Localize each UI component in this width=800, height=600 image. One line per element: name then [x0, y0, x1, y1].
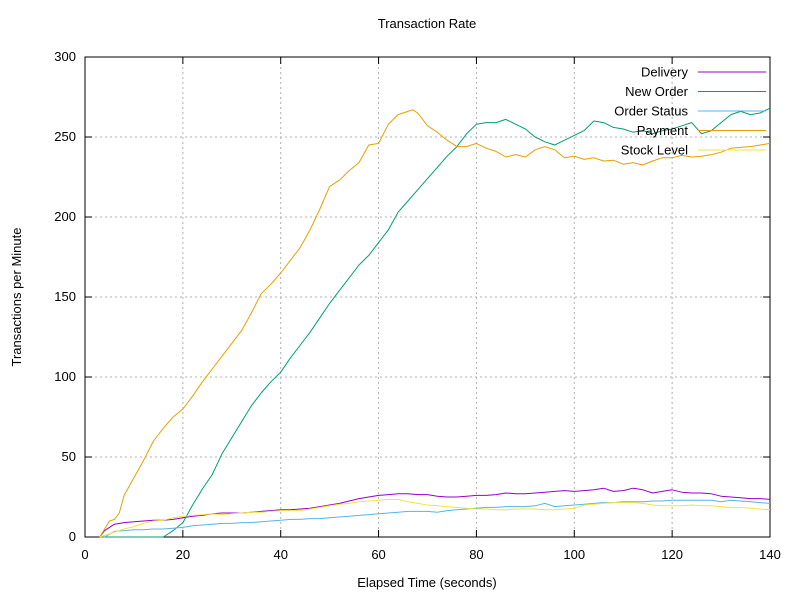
- chart-title: Transaction Rate: [378, 16, 477, 31]
- legend-label-order-status: Order Status: [614, 104, 688, 119]
- y-tick-label: 0: [69, 529, 76, 544]
- legend-label-payment: Payment: [637, 123, 689, 138]
- x-axis-label: Elapsed Time (seconds): [357, 575, 496, 590]
- series-line-new-order: [99, 107, 771, 538]
- x-tick-label: 100: [563, 547, 585, 562]
- series-line-order-status: [104, 499, 771, 538]
- x-tick-label: 80: [469, 547, 483, 562]
- legend-label-new-order: New Order: [625, 84, 689, 99]
- plot-border: [84, 56, 771, 538]
- legend-label-delivery: Delivery: [641, 65, 688, 80]
- x-tick-label: 40: [273, 547, 287, 562]
- x-tick-label: 140: [759, 547, 781, 562]
- y-tick-label: 300: [54, 49, 76, 64]
- plot-area: 0 20 40 60 80 100 120 140 0 50 100 150 200 250 300 Deli…: [54, 49, 781, 562]
- x-tick-label: 0: [81, 547, 88, 562]
- y-tick-label: 50: [62, 449, 76, 464]
- legend-label-stock-level: Stock Level: [621, 143, 688, 158]
- x-tick-label: 120: [661, 547, 683, 562]
- series-line-delivery: [99, 487, 771, 538]
- y-tick-label: 150: [54, 289, 76, 304]
- y-axis-label: Transactions per Minute: [9, 228, 24, 367]
- y-tick-label: 200: [54, 209, 76, 224]
- x-tick-label: 20: [176, 547, 190, 562]
- series-line-stock-level: [99, 498, 771, 538]
- y-tick-label: 100: [54, 369, 76, 384]
- y-tick-label: 250: [54, 129, 76, 144]
- x-tick-label: 60: [371, 547, 385, 562]
- series-line-payment: [99, 109, 771, 538]
